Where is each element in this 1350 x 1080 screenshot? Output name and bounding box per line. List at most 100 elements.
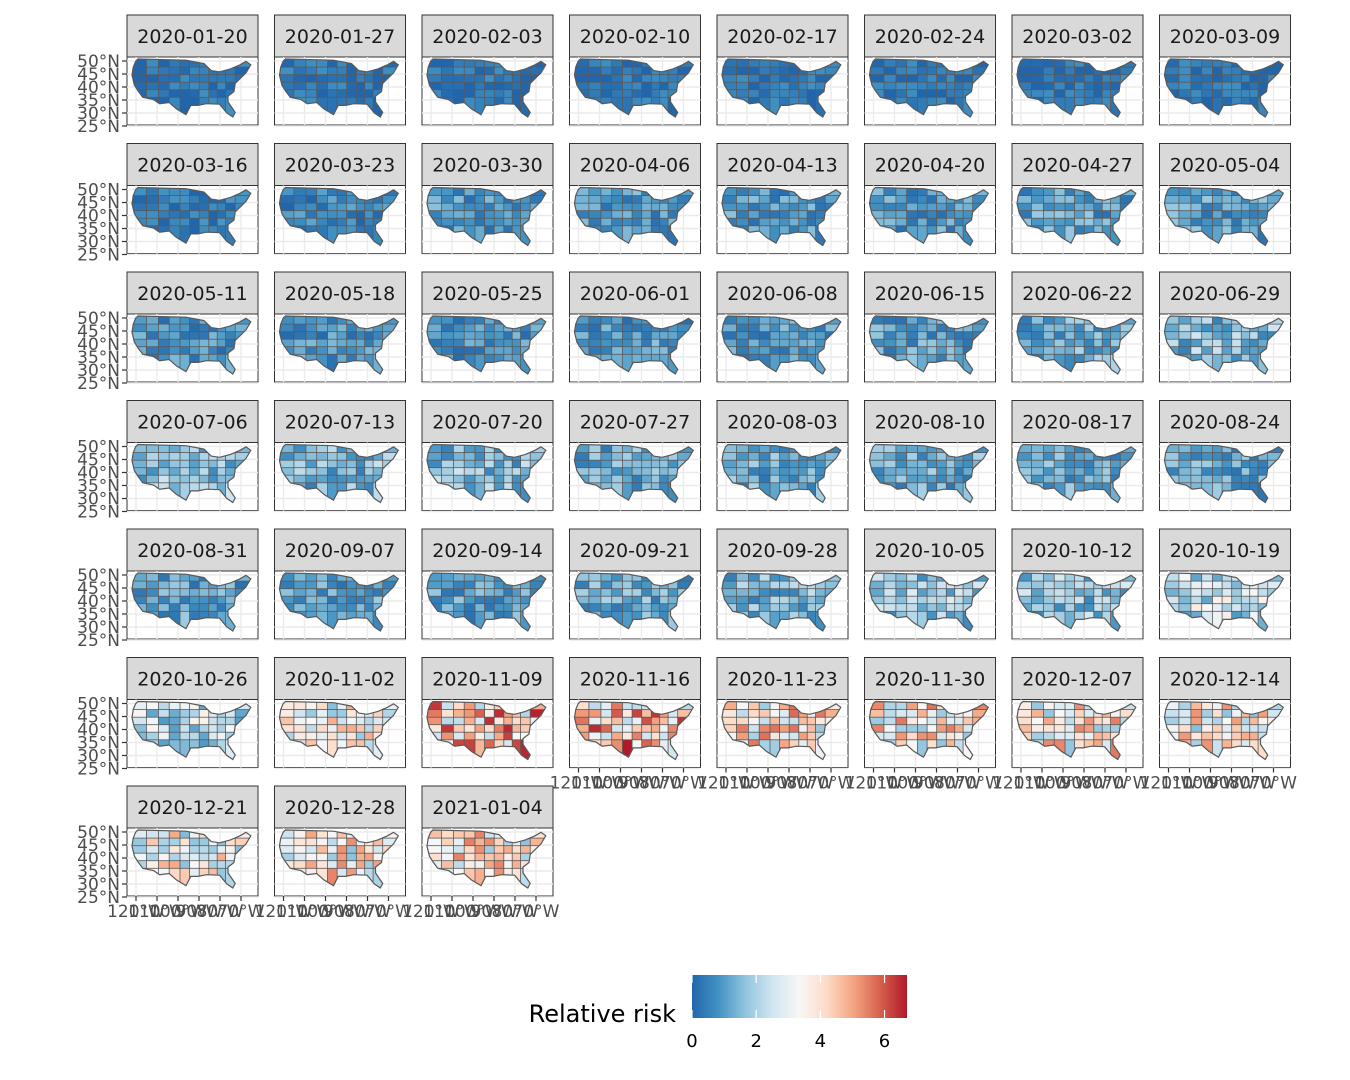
us-outline	[573, 58, 695, 118]
facet-panel: 2020-03-23	[274, 143, 406, 256]
y-tick-label: 35°N	[77, 477, 120, 497]
y-axis: 50°N45°N40°N35°N30°N25°N	[77, 181, 127, 266]
y-tick-label: 50°N	[77, 823, 120, 843]
legend-colorbar	[692, 975, 907, 1018]
facet-label: 2020-07-20	[432, 412, 542, 434]
facet-strip	[421, 657, 554, 700]
x-tick-label: 120°W	[550, 774, 608, 794]
y-tick-label: 35°N	[77, 862, 120, 882]
facet-strip	[864, 14, 996, 58]
x-tick-label: 70°W	[660, 774, 707, 794]
facet-label: 2020-11-09	[432, 669, 542, 691]
y-tick-label: 40°N	[77, 207, 120, 227]
facet-label: 2020-07-13	[285, 412, 395, 434]
facet-panel: 2020-05-04	[1159, 143, 1291, 256]
facet-panel: 2020-08-10	[864, 400, 996, 513]
facet-label: 2020-08-03	[727, 412, 837, 434]
facet-label: 2020-10-19	[1170, 540, 1280, 562]
facet-label: 2020-10-12	[1022, 540, 1132, 562]
y-axis: 50°N45°N40°N35°N30°N25°N	[77, 823, 127, 908]
facet-label: 2020-04-06	[580, 155, 690, 177]
facet-strip	[569, 14, 701, 58]
y-tick-label: 50°N	[77, 566, 120, 586]
facet-strip	[1159, 14, 1291, 58]
facet-label: 2020-03-09	[1170, 26, 1280, 48]
us-outline	[721, 186, 842, 247]
legend-tick-label: 2	[750, 1031, 761, 1052]
facet-label: 2020-09-07	[285, 540, 395, 562]
facet-panel: 2020-06-01	[569, 271, 701, 384]
us-outline	[1016, 700, 1137, 761]
x-tick-label: 70°W	[1250, 774, 1297, 794]
facet-label: 2020-01-20	[137, 26, 247, 48]
facet-panel: 2020-06-08	[716, 271, 849, 384]
facet-panel: 2020-09-07	[274, 528, 406, 641]
us-outline	[278, 829, 400, 889]
us-outline	[1016, 315, 1137, 375]
x-tick-label: 100°W	[887, 774, 945, 794]
facet-strip	[716, 271, 849, 315]
facet-panel: 2020-04-06	[569, 143, 701, 256]
y-tick-label: 30°N	[77, 747, 120, 767]
facet-label: 2020-01-27	[285, 26, 395, 48]
facet-strip	[569, 143, 701, 186]
x-tick-label: 70°W	[365, 902, 412, 922]
us-outline	[1163, 443, 1285, 504]
us-outline	[1016, 186, 1137, 247]
us-outline	[1163, 58, 1285, 118]
y-tick-label: 45°N	[77, 322, 120, 342]
facet-strip	[1159, 143, 1291, 186]
us-outline	[426, 700, 547, 761]
facet-label: 2020-11-23	[727, 669, 837, 691]
y-axis: 50°N45°N40°N35°N30°N25°N	[77, 695, 127, 780]
x-tick-label: 100°W	[149, 902, 207, 922]
x-tick-label: 100°W	[297, 902, 355, 922]
y-tick-label: 45°N	[77, 579, 120, 599]
us-outline	[131, 700, 252, 761]
x-tick-label: 110°W	[276, 902, 334, 922]
x-tick-label: 70°W	[1103, 774, 1150, 794]
x-tick-label: 90°W	[618, 774, 665, 794]
us-outline	[573, 572, 695, 632]
facet-label: 2020-05-18	[285, 283, 395, 305]
facet-panel: 2020-09-21	[569, 528, 701, 641]
facet-label: 2020-11-02	[285, 669, 395, 691]
us-outline	[278, 58, 400, 118]
facet-panel: 2020-06-22	[1011, 271, 1144, 384]
us-outline	[868, 700, 990, 761]
y-tick-label: 25°N	[77, 246, 120, 266]
x-tick-label: 120°W	[402, 902, 460, 922]
legend: Relative risk 0 2 4 6	[529, 975, 907, 1052]
y-axis: 50°N45°N40°N35°N30°N25°N	[77, 52, 127, 137]
x-tick-label: 80°W	[197, 902, 244, 922]
y-tick-label: 25°N	[77, 117, 120, 137]
facet-panel: 2020-08-24	[1159, 400, 1291, 513]
facet-strip	[716, 14, 849, 58]
facet-strip	[864, 271, 996, 315]
facet-strip	[126, 528, 259, 572]
us-outline	[131, 58, 252, 118]
facet-label: 2020-08-17	[1022, 412, 1132, 434]
facet-panel: 2020-02-03	[421, 14, 554, 127]
facet-panel: 2020-10-19	[1159, 528, 1291, 641]
facet-label: 2020-06-08	[727, 283, 837, 305]
x-tick-label: 80°W	[1082, 774, 1129, 794]
facet-strip	[421, 785, 554, 829]
y-tick-label: 40°N	[77, 592, 120, 612]
y-tick-label: 45°N	[77, 451, 120, 471]
facet-strip	[1159, 657, 1291, 700]
facet-strip	[716, 143, 849, 186]
facet-label: 2021-01-04	[432, 797, 542, 819]
facet-strip	[274, 785, 406, 829]
facet-label: 2020-11-16	[580, 669, 690, 691]
us-outline	[426, 829, 547, 889]
y-tick-label: 50°N	[77, 438, 120, 458]
facet-label: 2020-10-05	[875, 540, 985, 562]
facet-label: 2020-06-29	[1170, 283, 1280, 305]
us-outline	[1016, 443, 1137, 504]
x-tick-label: 120°W	[107, 902, 165, 922]
facet-label: 2020-06-22	[1022, 283, 1132, 305]
facet-strip	[1159, 400, 1291, 443]
